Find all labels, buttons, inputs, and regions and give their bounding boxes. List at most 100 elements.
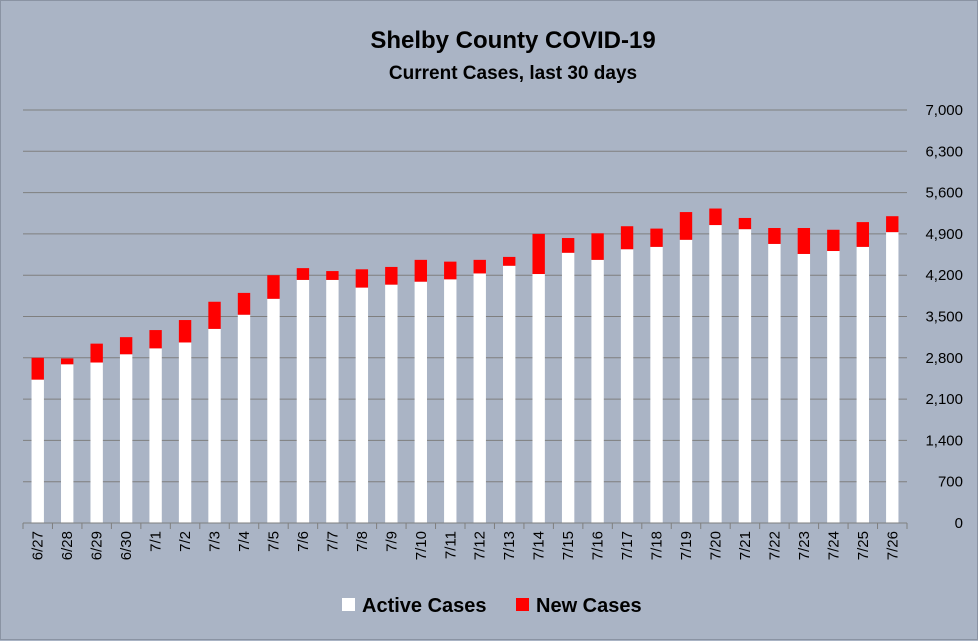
bar-active-cases [267, 298, 280, 523]
bar-new-cases [591, 233, 604, 260]
bar-new-cases [679, 212, 693, 240]
y-axis-ticks: 0 700 1,400 2,100 2,800 3,500 4,200 4,900 5,600 6… [925, 102, 963, 532]
x-tick-label: 7/25 [855, 531, 872, 560]
bar-new-cases [414, 259, 427, 282]
bar-active-cases [886, 232, 899, 523]
bar-new-cases [473, 259, 486, 274]
bar-active-cases [355, 287, 369, 523]
bar-active-cases [90, 362, 103, 523]
x-tick-label: 7/4 [236, 531, 253, 552]
bar-new-cases [326, 271, 339, 280]
legend-swatch-active-cases [342, 598, 355, 611]
x-tick-label: 7/3 [207, 531, 224, 552]
bar-active-cases [591, 259, 604, 523]
bar-new-cases [90, 343, 103, 363]
bar-active-cases [503, 265, 516, 523]
bar-active-cases [296, 279, 310, 523]
bar-active-cases [709, 225, 722, 524]
bar-new-cases [267, 275, 280, 299]
x-tick-label: 7/7 [324, 531, 341, 552]
y-tick-label: 2,800 [925, 350, 963, 367]
y-tick-label: 3,500 [925, 309, 963, 326]
x-tick-label: 7/5 [265, 531, 282, 552]
x-tick-label: 7/1 [148, 531, 165, 552]
y-tick-label: 4,900 [925, 226, 963, 243]
bar-new-cases [31, 357, 44, 380]
bar-active-cases [178, 342, 192, 523]
bar-new-cases [886, 216, 899, 233]
legend-label-new-cases: New Cases [536, 595, 642, 617]
x-tick-label: 7/10 [413, 531, 430, 560]
bar-new-cases [444, 261, 457, 280]
x-tick-label: 7/22 [766, 531, 783, 560]
y-tick-label: 7,000 [925, 102, 963, 119]
bar-active-cases [856, 246, 869, 523]
y-tick-label: 1,400 [925, 432, 963, 449]
chart-title: Shelby County COVID-19 [370, 27, 655, 54]
bar-active-cases [679, 239, 693, 524]
legend: Active Cases New Cases [342, 595, 642, 617]
x-tick-label: 7/16 [590, 531, 607, 560]
bar-active-cases [444, 279, 457, 523]
x-tick-label: 7/12 [472, 531, 489, 560]
bars [31, 208, 899, 524]
y-tick-label: 0 [955, 515, 963, 532]
bar-active-cases [149, 348, 162, 523]
bar-new-cases [385, 266, 398, 285]
x-tick-label: 7/6 [295, 531, 312, 552]
bar-active-cases [237, 314, 251, 523]
bar-new-cases [61, 358, 74, 365]
y-tick-label: 6,300 [925, 143, 963, 160]
x-tick-label: 6/27 [30, 531, 47, 560]
y-tick-label: 5,600 [925, 185, 963, 202]
bar-active-cases [827, 251, 840, 523]
y-tick-label: 2,100 [925, 391, 963, 408]
bar-new-cases [178, 320, 192, 343]
bar-active-cases [208, 328, 221, 523]
bar-new-cases [296, 268, 310, 280]
y-tick-label: 4,200 [925, 267, 963, 284]
x-tick-label: 7/14 [531, 531, 548, 560]
x-axis-ticks: 6/27 6/28 6/29 6/30 7/1 7/2 7/3 7/4 7/5 7/6 7/7 7/8… [22, 523, 908, 560]
bar-new-cases [768, 228, 781, 244]
bar-active-cases [31, 379, 44, 523]
bar-new-cases [709, 208, 722, 226]
x-tick-label: 7/20 [707, 531, 724, 560]
bar-new-cases [237, 292, 251, 315]
x-tick-label: 6/28 [59, 531, 76, 560]
x-tick-label: 6/29 [89, 531, 106, 560]
bar-active-cases [414, 281, 427, 523]
x-tick-label: 7/2 [177, 531, 194, 552]
bar-new-cases [738, 217, 752, 230]
bar-active-cases [385, 284, 398, 523]
x-tick-label: 7/19 [678, 531, 695, 560]
bar-new-cases [149, 330, 162, 349]
bar-active-cases [620, 249, 634, 524]
x-tick-label: 7/11 [442, 531, 459, 559]
bar-new-cases [856, 222, 869, 247]
bar-active-cases [473, 273, 486, 523]
legend-swatch-new-cases [516, 598, 529, 611]
bar-new-cases [532, 233, 545, 275]
legend-label-active-cases: Active Cases [362, 595, 487, 617]
x-tick-label: 7/23 [796, 531, 813, 560]
x-tick-label: 7/18 [649, 531, 666, 560]
bar-new-cases [208, 301, 221, 329]
bar-new-cases [620, 226, 634, 250]
bar-active-cases [326, 279, 339, 523]
x-tick-label: 7/17 [619, 531, 636, 560]
x-tick-label: 7/8 [354, 531, 371, 552]
x-tick-label: 7/15 [560, 531, 577, 560]
x-tick-label: 7/26 [884, 531, 901, 560]
bar-active-cases [561, 252, 575, 523]
bar-active-cases [768, 243, 781, 523]
bar-new-cases [650, 228, 663, 247]
bar-new-cases [119, 337, 133, 355]
bar-new-cases [561, 238, 575, 253]
x-tick-label: 7/9 [383, 531, 400, 552]
x-tick-label: 7/13 [501, 531, 518, 560]
chart-subtitle: Current Cases, last 30 days [389, 63, 637, 84]
bar-new-cases [503, 256, 516, 266]
